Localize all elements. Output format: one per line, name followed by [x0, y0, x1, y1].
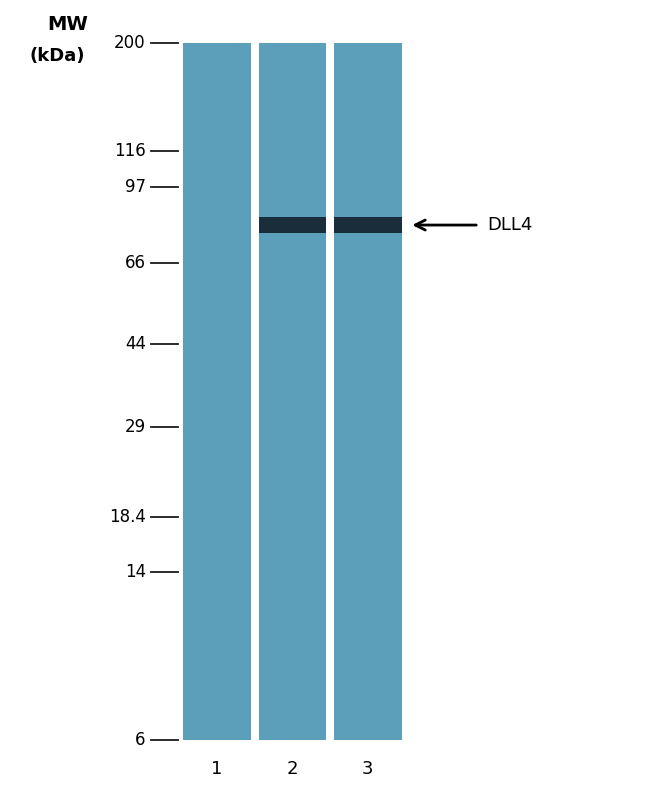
Bar: [334, 43, 402, 740]
Text: 44: 44: [125, 335, 146, 353]
Text: 97: 97: [125, 178, 146, 196]
Text: DLL4: DLL4: [487, 216, 532, 234]
Bar: [183, 43, 251, 740]
Text: 6: 6: [135, 731, 146, 749]
Text: (kDa): (kDa): [30, 47, 85, 65]
Text: 116: 116: [114, 142, 146, 160]
Bar: [259, 43, 326, 740]
Text: 29: 29: [125, 418, 146, 436]
Text: 3: 3: [362, 760, 374, 778]
Bar: [334, 217, 402, 233]
Text: MW: MW: [47, 15, 88, 34]
Text: 2: 2: [287, 760, 298, 778]
Bar: [259, 217, 326, 233]
Text: 66: 66: [125, 254, 146, 272]
Text: 200: 200: [114, 34, 146, 52]
Text: 1: 1: [211, 760, 223, 778]
Text: 14: 14: [125, 562, 146, 580]
Text: 18.4: 18.4: [109, 508, 146, 526]
